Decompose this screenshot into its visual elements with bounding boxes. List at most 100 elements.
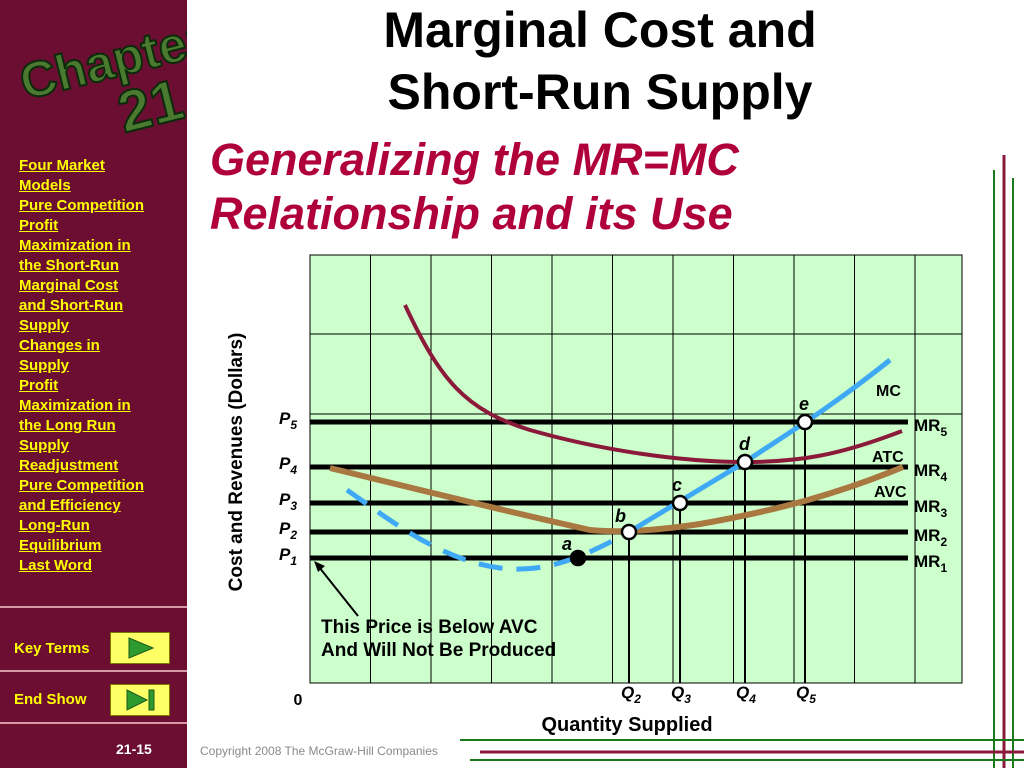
chapter-number: 21: [111, 67, 187, 146]
y-axis-label: Cost and Revenues (Dollars): [226, 333, 247, 592]
price-label-main: P: [279, 519, 291, 538]
sidebar-nav-link[interactable]: Profit Maximization in the Long Run: [19, 377, 131, 434]
mr-label-main: MR: [914, 526, 940, 545]
equilibrium-point-b: [620, 523, 638, 541]
quantity-label-sub: 2: [633, 692, 641, 706]
mr-label: MR5: [914, 416, 947, 439]
sidebar-nav-item: Changes in Supply: [19, 336, 179, 376]
sidebar-divider: [0, 606, 187, 608]
mr-label-sub: 5: [940, 425, 947, 439]
equilibrium-point-e: [796, 413, 814, 431]
quantity-label-main: Q: [671, 683, 684, 702]
quantity-label-main: Q: [796, 683, 809, 702]
price-label: P1: [279, 545, 297, 568]
sidebar-nav-item: Supply: [19, 436, 179, 456]
sidebar-nav-link[interactable]: Readjustment: [19, 457, 119, 474]
mr-label: MR2: [914, 526, 947, 549]
play-triangle-icon: [128, 637, 155, 659]
price-label-main: P: [279, 490, 291, 509]
sidebar-nav-link[interactable]: Profit Maximization in the Short-Run: [19, 217, 131, 274]
price-label-sub: 2: [289, 528, 297, 542]
price-label: P5: [279, 409, 297, 432]
subtitle-line-2: Relationship and its Use: [210, 188, 733, 239]
sidebar: Chapter 21 Four Market Models Pure Compet…: [0, 0, 187, 768]
mr-label: MR3: [914, 497, 947, 520]
mr-label-sub: 3: [940, 506, 947, 520]
sidebar-nav-link[interactable]: Long-Run Equilibrium: [19, 517, 102, 554]
key-terms-button[interactable]: [110, 632, 170, 664]
end-show-icon: [126, 689, 155, 711]
quantity-label-main: Q: [621, 683, 634, 702]
equilibrium-point-d: [736, 453, 754, 471]
mr-label: MR1: [914, 552, 947, 575]
equilibrium-point-c: [671, 494, 689, 512]
sidebar-nav-link[interactable]: Pure Competition: [19, 197, 145, 214]
sidebar-nav-item: Long-Run Equilibrium: [19, 516, 179, 556]
sidebar-nav-link[interactable]: Four Market Models: [19, 157, 105, 194]
annotation-arrow: [318, 566, 359, 617]
curve-label: AVC: [874, 484, 907, 501]
sidebar-nav-link[interactable]: Marginal Cost and Short-Run Supply: [19, 277, 124, 334]
chapter-logo: Chapter 21: [13, 9, 187, 146]
end-show-button[interactable]: [110, 684, 170, 716]
curve-label: ATC: [872, 449, 904, 466]
x-axis-label: Quantity Supplied: [541, 714, 712, 736]
sidebar-nav-item: Four Market Models: [19, 156, 179, 196]
sidebar-nav-item: Last Word: [19, 556, 179, 576]
mr-label-sub: 2: [940, 535, 947, 549]
annotation-line-1: This Price is Below AVC: [321, 617, 538, 638]
mr-label-sub: 4: [940, 470, 947, 484]
sidebar-nav-link[interactable]: Supply: [19, 437, 70, 454]
annotation-arrowhead: [314, 561, 325, 572]
point-label: e: [799, 394, 809, 414]
mr-label-main: MR: [914, 552, 940, 571]
origin-label: 0: [294, 692, 303, 709]
end-show-label[interactable]: End Show: [14, 691, 87, 708]
price-label: P2: [279, 519, 297, 542]
sidebar-divider: [0, 722, 187, 724]
mr-label-main: MR: [914, 497, 940, 516]
quantity-label-sub: 3: [684, 692, 691, 706]
price-label-main: P: [279, 545, 291, 564]
sidebar-nav-item: Pure Competition: [19, 196, 179, 216]
sidebar-nav: Four Market Models Pure Competition Profit…: [19, 156, 179, 576]
quantity-label: Q5: [796, 683, 816, 706]
mr-label-sub: 1: [940, 561, 947, 575]
price-label-main: P: [279, 454, 291, 473]
mr-label: MR4: [914, 461, 947, 484]
price-label-sub: 5: [290, 418, 297, 432]
curve-label: MC: [876, 383, 901, 400]
quantity-label-main: Q: [736, 683, 749, 702]
point-label: c: [672, 475, 682, 495]
slide-number: 21-15: [116, 741, 152, 757]
quantity-label-sub: 4: [748, 692, 756, 706]
point-label: a: [562, 534, 572, 554]
mr-label-main: MR: [914, 416, 940, 435]
equilibrium-points: [569, 413, 814, 567]
sidebar-nav-link[interactable]: Pure Competition and Efficiency: [19, 477, 145, 514]
price-label-sub: 3: [290, 499, 297, 513]
mr-label-main: MR: [914, 461, 940, 480]
sidebar-nav-link[interactable]: Last Word: [19, 557, 93, 574]
sidebar-nav-item: Pure Competition and Efficiency: [19, 476, 179, 516]
key-terms-label[interactable]: Key Terms: [14, 640, 90, 657]
title-line-2: Short-Run Supply: [387, 64, 813, 120]
sidebar-nav-item: Marginal Cost and Short-Run Supply: [19, 276, 179, 336]
point-label: d: [739, 434, 751, 454]
price-label-sub: 4: [289, 463, 297, 477]
sidebar-nav-link[interactable]: Changes in Supply: [19, 337, 100, 374]
sidebar-divider: [0, 670, 187, 672]
title-line-1: Marginal Cost and: [383, 2, 817, 58]
point-label: b: [615, 506, 626, 526]
sidebar-nav-item: Profit Maximization in the Long Run: [19, 376, 179, 436]
quantity-label: Q2: [621, 683, 641, 706]
equilibrium-point-a: [569, 549, 587, 567]
atc-curve: [403, 304, 903, 465]
price-label-main: P: [279, 409, 291, 428]
sidebar-nav-item: Readjustment: [19, 456, 179, 476]
mc-curve-dashed: [345, 487, 631, 572]
quantity-label: Q4: [736, 683, 756, 706]
